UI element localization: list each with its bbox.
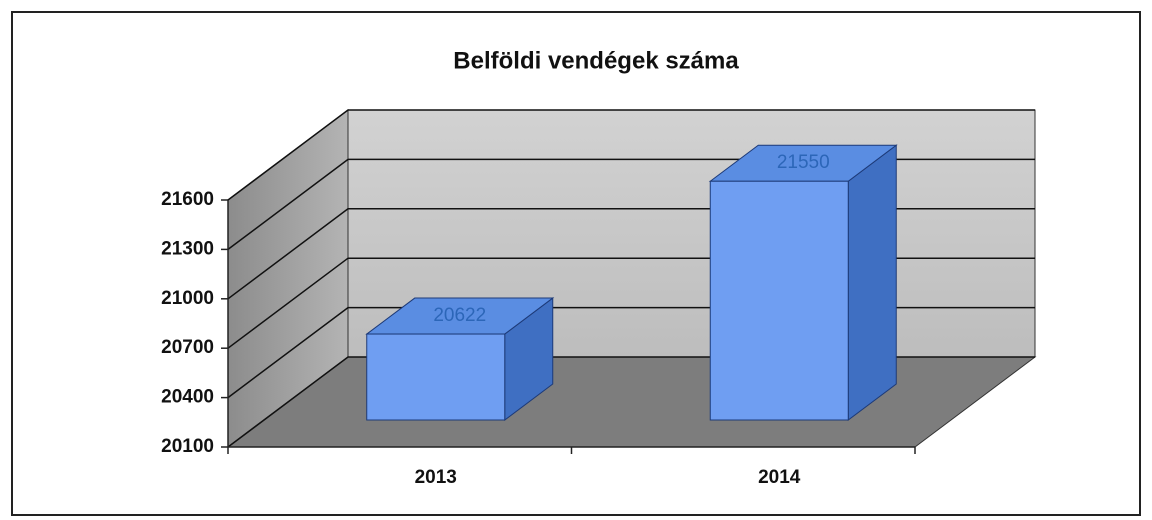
y-tick-label: 20100 — [161, 436, 214, 457]
y-tick-label: 21000 — [161, 288, 214, 309]
x-tick-label: 2014 — [758, 467, 801, 488]
data-label: 21550 — [777, 152, 830, 173]
y-tick-label: 20700 — [161, 337, 214, 358]
bar-side — [847, 144, 897, 421]
y-tick-label: 20400 — [161, 387, 214, 408]
data-label: 20622 — [433, 305, 486, 326]
chart-title: Belföldi vendégek száma — [453, 47, 739, 74]
y-tick-label: 21600 — [161, 189, 214, 210]
grid-line — [227, 109, 1035, 201]
x-tick-label: 2013 — [415, 467, 457, 488]
bar — [709, 180, 849, 421]
floor — [226, 356, 1037, 448]
bar — [366, 333, 506, 421]
y-tick-label: 21300 — [161, 238, 214, 259]
